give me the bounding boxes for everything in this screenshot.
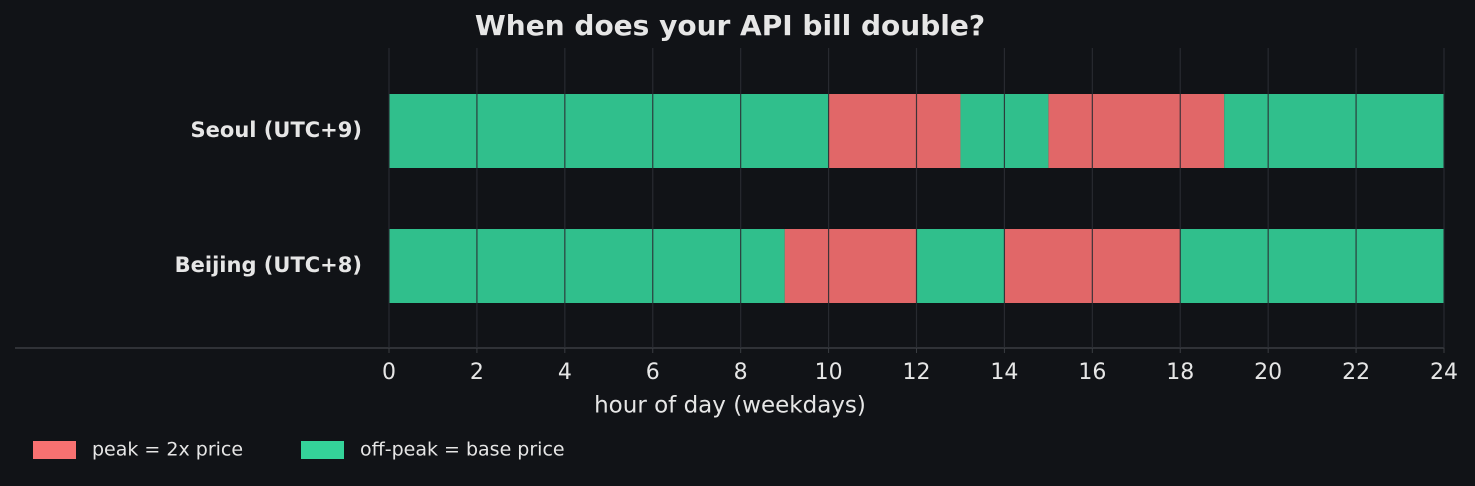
y-tick-label: Beijing (UTC+8) [175, 253, 362, 277]
segment [1180, 229, 1444, 303]
x-tick-label: 20 [1254, 360, 1282, 385]
segment [784, 229, 917, 303]
x-tick-label: 4 [558, 360, 572, 385]
x-tick-label: 12 [903, 360, 931, 385]
legend-swatch [33, 441, 76, 459]
x-axis-label: hour of day (weekdays) [594, 393, 866, 419]
chart-title: When does your API bill double? [475, 9, 985, 42]
x-tick-label: 18 [1166, 360, 1194, 385]
x-tick-label: 22 [1342, 360, 1370, 385]
segment [389, 229, 785, 303]
segment [389, 94, 829, 168]
segment [916, 229, 1005, 303]
legend-swatch [301, 441, 344, 459]
x-tick-label: 0 [382, 360, 396, 385]
legend-label: off-peak = base price [360, 439, 565, 461]
x-tick-label: 14 [990, 360, 1018, 385]
x-tick-label: 2 [470, 360, 484, 385]
segment [1224, 94, 1444, 168]
x-tick-label: 8 [734, 360, 748, 385]
x-tick-label: 6 [646, 360, 660, 385]
y-tick-label: Seoul (UTC+9) [191, 118, 362, 142]
x-tick-label: 10 [815, 360, 843, 385]
x-tick-label: 24 [1430, 360, 1458, 385]
segment [828, 94, 961, 168]
legend-label: peak = 2x price [92, 439, 243, 461]
x-tick-label: 16 [1078, 360, 1106, 385]
segment [1048, 94, 1225, 168]
